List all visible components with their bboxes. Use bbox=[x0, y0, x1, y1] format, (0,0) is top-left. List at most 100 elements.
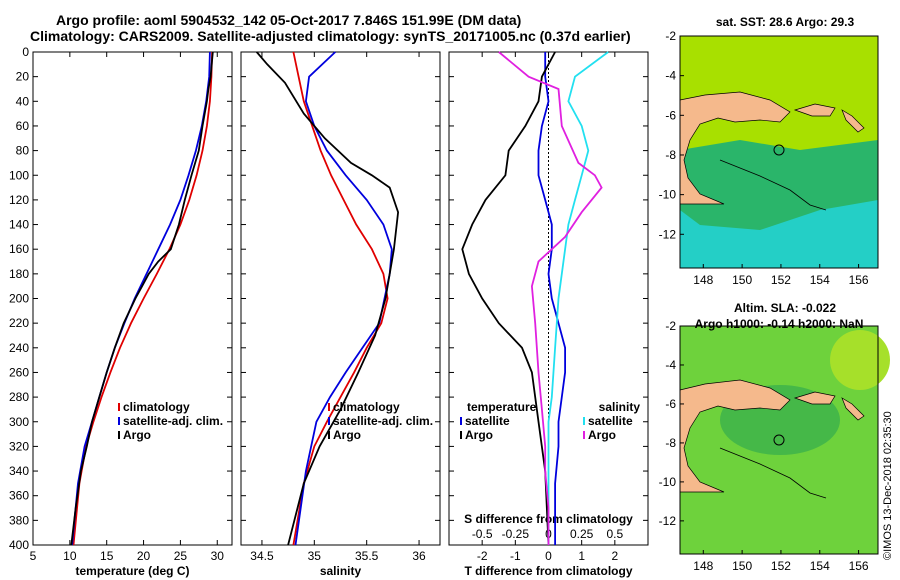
depth-tick-label: 80 bbox=[16, 144, 30, 158]
salinity-xtick-label: 34.5 bbox=[250, 549, 274, 563]
difference-series-salinity-argo bbox=[498, 51, 603, 545]
sst-map bbox=[679, 35, 879, 269]
sst_map-lat-label: -10 bbox=[659, 188, 677, 202]
depth-tick-label: 100 bbox=[9, 168, 29, 182]
sst-argo-marker bbox=[773, 144, 785, 156]
difference-legend-label: Argo bbox=[465, 428, 493, 442]
temperature-legend-label: climatology bbox=[123, 400, 190, 414]
salinity-series-climatology bbox=[292, 51, 389, 546]
salinity-series-satellite-adj-clim- bbox=[294, 51, 393, 546]
sst_map-lon-label: 154 bbox=[810, 273, 830, 287]
depth-tick-label: 60 bbox=[16, 119, 30, 133]
sla_map-lon-label: 156 bbox=[849, 559, 869, 573]
sla_map-lon-label: 154 bbox=[810, 559, 830, 573]
depth-tick-label: 0 bbox=[22, 45, 29, 59]
new-britain-land bbox=[793, 103, 836, 117]
temperature-xtick-label: 10 bbox=[63, 549, 77, 563]
chart-title-line-2: Climatology: CARS2009. Satellite-adjuste… bbox=[30, 28, 631, 44]
chart-title-line-1: Argo profile: aoml 5904532_142 05-Oct-20… bbox=[56, 12, 522, 28]
temperature-xtick-label: 15 bbox=[100, 549, 114, 563]
salinity-legend-label: climatology bbox=[333, 400, 400, 414]
new-guinea-land bbox=[679, 91, 791, 205]
depth-tick-label: 160 bbox=[9, 242, 29, 256]
sla_map-axes: Altim. SLA: -0.022 Argo h1000: -0.14 h200… bbox=[659, 301, 869, 573]
salinity-panel: 34.5 35 35.5 36 salinity climatologysatellite… bbox=[240, 51, 441, 578]
depth-tick-label: 120 bbox=[9, 193, 29, 207]
secondary-xtick-label: -0.25 bbox=[502, 527, 530, 541]
sst_map-lon-label: 148 bbox=[693, 273, 713, 287]
sst_map-axes: sat. SST: 28.6 Argo: 29.3 148 150 152 154 156… bbox=[659, 15, 869, 287]
temperature-xtick-label: 5 bbox=[30, 549, 37, 563]
depth-tick-label: 20 bbox=[16, 70, 30, 84]
temperature-legend-label: Argo bbox=[123, 428, 151, 442]
sla-new-ireland-land bbox=[841, 397, 865, 421]
sst_map-lat-label: -2 bbox=[665, 29, 676, 43]
depth-tick-label: 380 bbox=[9, 513, 29, 527]
islands-outline bbox=[719, 159, 827, 211]
depth-tick-label: 400 bbox=[9, 538, 29, 552]
depth-tick-label: 260 bbox=[9, 365, 29, 379]
temperature-series-argo bbox=[70, 51, 214, 546]
salinity-legend-label: satellite-adj. clim. bbox=[333, 414, 433, 428]
sla_map-lat-label: -8 bbox=[665, 436, 676, 450]
difference-xtick-label: -1 bbox=[510, 549, 521, 563]
sla-islands-outline bbox=[719, 447, 827, 499]
depth-tick-label: 340 bbox=[9, 464, 29, 478]
temperature-xlabel: temperature (deg C) bbox=[75, 564, 189, 578]
sst_map-lon-label: 152 bbox=[771, 273, 791, 287]
sla_map-lon-label: 152 bbox=[771, 559, 791, 573]
sla_map-lat-label: -10 bbox=[659, 475, 677, 489]
sst_map-lat-label: -4 bbox=[665, 69, 676, 83]
salinity-axes-frame bbox=[240, 51, 441, 546]
salinity-legend-label: Argo bbox=[333, 428, 361, 442]
depth-tick-label: 320 bbox=[9, 439, 29, 453]
sst_map-lat-label: -12 bbox=[659, 227, 677, 241]
temperature-series-climatology bbox=[72, 51, 213, 546]
depth-tick-label: 220 bbox=[9, 316, 29, 330]
secondary-xtick-label: 0.5 bbox=[606, 527, 623, 541]
temperature-xtick-label: 20 bbox=[137, 549, 151, 563]
sst_map-lon-label: 156 bbox=[849, 273, 869, 287]
difference-xtick-label: 0 bbox=[545, 549, 552, 563]
sla_map-lat-label: -6 bbox=[665, 397, 676, 411]
temperature-xtick-label: 25 bbox=[174, 549, 188, 563]
depth-tick-label: 280 bbox=[9, 390, 29, 404]
sst_map-lat-label: -6 bbox=[665, 108, 676, 122]
salinity-xtick-label: 35 bbox=[308, 549, 322, 563]
difference-xtick-label: -2 bbox=[477, 549, 488, 563]
sla_map-lat-label: -2 bbox=[665, 319, 676, 333]
sla_map-lat-label: -4 bbox=[665, 358, 676, 372]
depth-tick-label: 40 bbox=[16, 94, 30, 108]
difference-xlabel: T difference from climatology bbox=[464, 564, 632, 578]
salinity-xtick-label: 36 bbox=[412, 549, 426, 563]
sla_map-lon-label: 148 bbox=[693, 559, 713, 573]
secondary-xtick-label: 0.25 bbox=[570, 527, 594, 541]
difference-legend-label: Argo bbox=[588, 428, 616, 442]
sla_map-lat-label: -12 bbox=[659, 514, 677, 528]
sla-new-britain-land bbox=[793, 391, 836, 405]
sla-map bbox=[679, 325, 890, 555]
difference-series-temperature-argo bbox=[461, 51, 556, 546]
difference-legend-label: satellite bbox=[588, 414, 633, 428]
depth-tick-label: 240 bbox=[9, 341, 29, 355]
legend-title-temperature: temperature bbox=[467, 400, 537, 414]
sst_map-lon-label: 150 bbox=[732, 273, 752, 287]
sla-argo-marker bbox=[773, 434, 785, 446]
temperature-legend-label: satellite-adj. clim. bbox=[123, 414, 223, 428]
salinity-xlabel: salinity bbox=[320, 564, 362, 578]
depth-tick-label: 200 bbox=[9, 292, 29, 306]
salinity-xtick-label: 35.5 bbox=[355, 549, 379, 563]
sla_map-lon-label: 150 bbox=[732, 559, 752, 573]
secondary-xtick-label: -0.5 bbox=[472, 527, 493, 541]
depth-tick-label: 140 bbox=[9, 218, 29, 232]
temperature-xtick-label: 30 bbox=[211, 549, 225, 563]
difference-legend-label: satellite bbox=[465, 414, 510, 428]
sla_map-title: Altim. SLA: -0.022 bbox=[734, 301, 836, 315]
difference-xtick-label: 1 bbox=[578, 549, 585, 563]
sla-high-region bbox=[830, 330, 890, 390]
difference-series-temperature-satellite bbox=[537, 52, 566, 545]
salinity-series-argo bbox=[256, 51, 400, 546]
sst-map-frame bbox=[679, 35, 879, 269]
sla_map-subtitle: Argo h1000: -0.14 h2000: NaN bbox=[695, 317, 864, 331]
